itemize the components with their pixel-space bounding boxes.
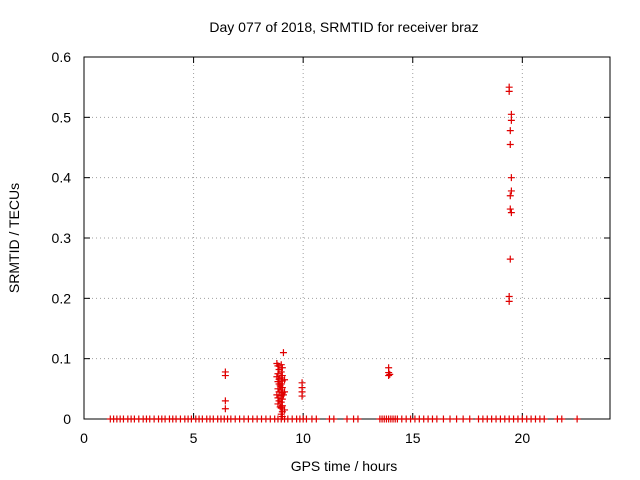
x-tick-label: 15 bbox=[405, 430, 421, 446]
data-point bbox=[273, 391, 281, 399]
data-point bbox=[506, 255, 514, 263]
data-point bbox=[558, 415, 566, 423]
data-point bbox=[506, 127, 514, 135]
chart-title: Day 077 of 2018, SRMTID for receiver bra… bbox=[209, 19, 478, 35]
y-axis-label: SRMTID / TECUs bbox=[6, 183, 22, 293]
data-point bbox=[386, 370, 394, 378]
y-tick-label: 0 bbox=[63, 411, 71, 427]
data-points bbox=[106, 83, 581, 423]
axis-ticks bbox=[83, 56, 610, 420]
data-point bbox=[343, 415, 351, 423]
data-point bbox=[312, 415, 320, 423]
data-point bbox=[540, 415, 548, 423]
data-point bbox=[573, 415, 581, 423]
data-point bbox=[221, 372, 229, 380]
y-tick-label: 0.4 bbox=[52, 170, 72, 186]
y-tick-label: 0.3 bbox=[52, 230, 72, 246]
data-point bbox=[506, 205, 514, 213]
data-point bbox=[459, 415, 467, 423]
data-point bbox=[506, 140, 514, 148]
data-point bbox=[274, 362, 282, 370]
y-tick-label: 0.6 bbox=[52, 49, 72, 65]
data-point bbox=[507, 174, 515, 182]
data-point bbox=[506, 192, 514, 200]
data-point bbox=[279, 391, 287, 399]
plot-frame bbox=[83, 56, 611, 420]
y-tick-labels: 0 0.1 0.2 0.3 0.4 0.5 0.6 bbox=[52, 49, 72, 427]
x-tick-label: 0 bbox=[80, 430, 88, 446]
data-point bbox=[505, 297, 513, 305]
data-point bbox=[274, 385, 282, 393]
data-point bbox=[221, 397, 229, 405]
data-point bbox=[466, 415, 474, 423]
data-point bbox=[507, 116, 515, 124]
data-point bbox=[277, 361, 285, 369]
data-point bbox=[221, 405, 229, 413]
data-point bbox=[354, 415, 362, 423]
data-point bbox=[505, 87, 513, 95]
y-tick-label: 0.5 bbox=[52, 109, 72, 125]
y-tick-label: 0.2 bbox=[52, 290, 72, 306]
x-axis-label: GPS time / hours bbox=[291, 458, 398, 474]
x-tick-label: 5 bbox=[190, 430, 198, 446]
data-point bbox=[281, 406, 289, 414]
x-tick-label: 20 bbox=[515, 430, 531, 446]
data-point bbox=[277, 368, 285, 376]
data-point bbox=[507, 187, 515, 195]
data-point bbox=[385, 372, 393, 380]
data-point bbox=[277, 380, 285, 388]
data-point bbox=[433, 415, 441, 423]
grid bbox=[84, 57, 610, 419]
data-point bbox=[277, 398, 285, 406]
data-point bbox=[278, 395, 286, 403]
data-point bbox=[446, 415, 454, 423]
data-point bbox=[281, 388, 289, 396]
x-tick-labels: 0 5 10 15 20 bbox=[80, 430, 530, 446]
data-point bbox=[439, 415, 447, 423]
data-point bbox=[279, 349, 287, 357]
data-point bbox=[453, 415, 461, 423]
data-point bbox=[298, 392, 306, 400]
data-point bbox=[278, 413, 286, 421]
data-point bbox=[507, 209, 515, 217]
data-point bbox=[278, 364, 286, 372]
data-point bbox=[281, 376, 289, 384]
data-point bbox=[507, 110, 515, 118]
x-tick-label: 10 bbox=[295, 430, 311, 446]
y-tick-label: 0.1 bbox=[52, 351, 72, 367]
data-point bbox=[330, 415, 338, 423]
